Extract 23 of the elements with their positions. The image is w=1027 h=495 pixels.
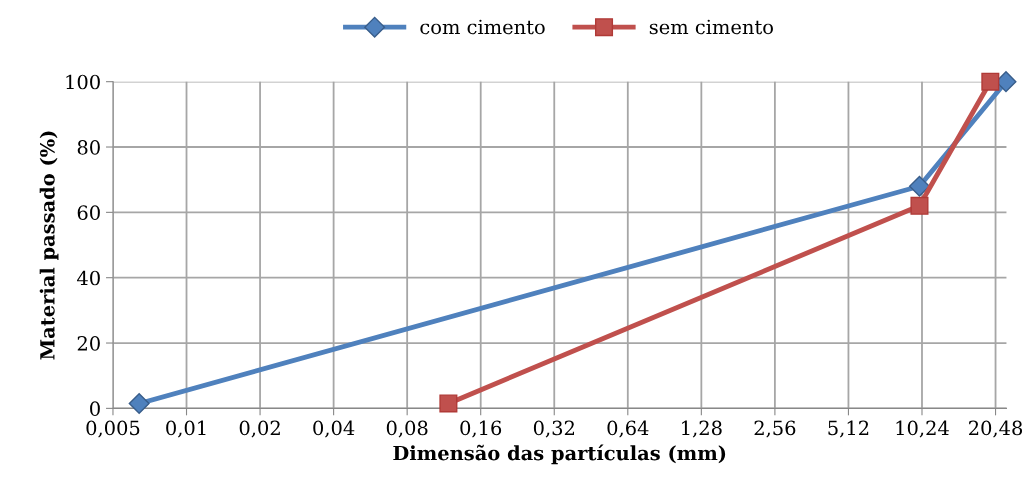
legend-label: sem cimento (649, 19, 773, 35)
x-tick-label: 0,02 (239, 420, 280, 438)
x-tick-label: 2,56 (754, 420, 796, 438)
x-tick-label: 0,64 (607, 420, 649, 438)
x-tick-label: 0,04 (313, 420, 355, 438)
x-axis-title: Dimensão das partículas (mm) (393, 444, 726, 465)
legend-label: com cimento (420, 19, 545, 35)
y-tick-label: 80 (77, 139, 100, 155)
y-tick-label: 0 (90, 401, 100, 417)
x-tick-label: 1,28 (682, 420, 722, 438)
x-tick-label: 0,32 (533, 420, 574, 438)
y-tick-label: 100 (66, 74, 100, 90)
y-tick-label: 40 (77, 270, 100, 286)
x-tick-label: 20,48 (969, 420, 1023, 438)
x-tick-label: 0,005 (86, 420, 140, 438)
x-tick-label: 10,24 (896, 420, 949, 438)
x-tick-label: 0,16 (460, 420, 502, 438)
x-tick-label: 0,08 (386, 420, 428, 438)
y-tick-label: 20 (77, 335, 100, 351)
y-tick-label: 60 (77, 205, 100, 221)
x-tick-label: 5,12 (828, 420, 869, 438)
x-tick-label: 0,01 (166, 420, 206, 438)
y-axis-title: Material passado (%) (39, 131, 59, 360)
